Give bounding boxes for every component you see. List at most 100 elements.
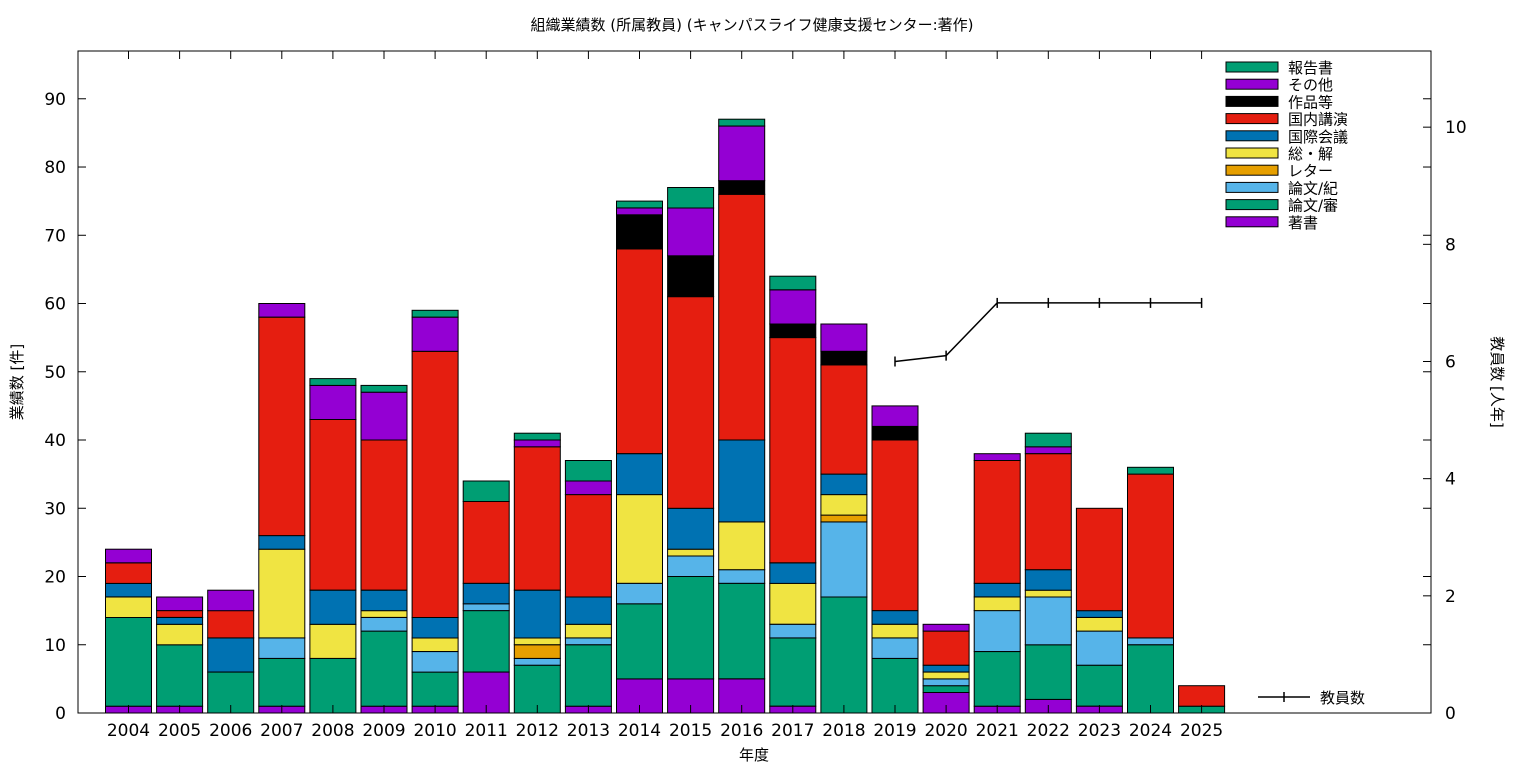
x-tick-label: 2008 — [311, 721, 354, 741]
bar-area — [105, 118, 1226, 714]
bar-2004-series-8 — [105, 548, 152, 564]
bar-2004-series-6 — [105, 562, 152, 584]
bar-2005-series-5 — [156, 617, 204, 625]
bar-2007-series-2 — [258, 637, 306, 659]
line-legend-label: 教員数 — [1320, 689, 1365, 707]
bar-2015-series-1 — [667, 576, 715, 680]
y2-axis: 0 2 4 6 8 10 — [1423, 118, 1467, 724]
bar-2007-series-1 — [258, 657, 306, 707]
y-tick-label: 70 — [44, 226, 66, 246]
legend-label: 報告書 — [1288, 59, 1333, 77]
bar-2013-series-2 — [564, 637, 612, 646]
bar-2025-series-6 — [1178, 685, 1226, 707]
y-tick-label: 50 — [44, 363, 66, 383]
bar-2018-series-4 — [820, 494, 868, 516]
bar-2015-series-5 — [667, 507, 715, 550]
bar-2009-series-1 — [360, 630, 408, 707]
bar-2024-series-1 — [1127, 644, 1174, 714]
bar-2009-series-2 — [360, 617, 408, 632]
bar-2020-series-4 — [922, 671, 970, 680]
bar-2013-series-8 — [564, 480, 612, 496]
x-tick-label: 2018 — [822, 721, 865, 741]
y2-tick-label: 10 — [1445, 118, 1467, 138]
legend-label: 論文/審 — [1288, 197, 1338, 215]
legend-swatch — [1225, 61, 1279, 73]
bar-2009-series-5 — [360, 589, 408, 612]
y-tick-label: 10 — [44, 636, 66, 656]
x-tick-label: 2014 — [618, 721, 661, 741]
bar-2023-series-6 — [1075, 507, 1123, 612]
bar-2008-series-1 — [309, 657, 357, 714]
legend-swatch — [1225, 216, 1279, 228]
bar-2014-series-6 — [616, 248, 663, 455]
x-tick-label: 2016 — [720, 721, 763, 741]
bar-2007-series-6 — [258, 316, 306, 537]
legend-label: その他 — [1288, 76, 1333, 94]
x-tick-label: 2019 — [873, 721, 916, 741]
x-axis-label: 年度 — [739, 746, 769, 764]
bar-2017-series-9 — [769, 275, 817, 291]
bar-2012-series-8 — [513, 439, 561, 448]
bar-2023-series-4 — [1075, 617, 1123, 632]
y2-tick-label: 2 — [1445, 587, 1456, 607]
bar-2014-series-8 — [616, 207, 663, 216]
bar-2024-series-6 — [1127, 473, 1174, 639]
bar-2012-series-3 — [513, 644, 561, 659]
legend-label: レター — [1288, 162, 1333, 180]
line-path — [894, 302, 1202, 363]
bar-2016-series-5 — [718, 439, 766, 523]
y-tick-label: 60 — [44, 295, 66, 315]
chart-title: 組織業績数 (所属教員) (キャンパスライフ健康支援センター:著作) — [530, 16, 973, 34]
bar-2008-series-5 — [309, 589, 357, 625]
y2-axis-label: 教員数 [人年] — [1488, 336, 1506, 427]
bar-2010-series-8 — [411, 316, 459, 352]
y2-tick-label: 4 — [1445, 470, 1456, 490]
legend-swatch — [1225, 147, 1279, 159]
legend-label: 国内講演 — [1288, 111, 1348, 129]
bar-2019-series-4 — [871, 623, 919, 639]
x-tick-label: 2005 — [158, 721, 201, 741]
y-axis-label: 業績数 [件] — [8, 344, 26, 420]
y-tick-label: 30 — [44, 499, 66, 519]
x-tick-label: 2006 — [209, 721, 252, 741]
bar-2016-series-2 — [718, 569, 766, 584]
bar-2008-series-8 — [309, 384, 357, 420]
bar-2007-series-5 — [258, 535, 306, 550]
bar-2011-series-2 — [462, 603, 510, 612]
bar-2018-series-2 — [820, 521, 868, 598]
bar-2020-series-5 — [922, 664, 970, 673]
bar-2017-series-5 — [769, 562, 817, 584]
bar-2015-series-6 — [667, 296, 715, 509]
bar-2014-series-5 — [616, 453, 663, 496]
legend-label: 作品等 — [1288, 93, 1333, 111]
y-tick-label: 0 — [55, 704, 66, 724]
bar-2014-series-7 — [616, 214, 663, 250]
bar-2022-series-5 — [1024, 569, 1072, 591]
bar-2011-series-6 — [462, 500, 510, 584]
bar-2012-series-9 — [513, 432, 561, 441]
bar-2018-series-8 — [820, 323, 868, 352]
bar-2010-series-4 — [411, 637, 459, 653]
x-tick-label: 2021 — [976, 721, 1019, 741]
bar-2012-series-5 — [513, 589, 561, 639]
legend-label: 国際会議 — [1288, 128, 1348, 146]
x-tick-label: 2017 — [771, 721, 814, 741]
y-tick-label: 20 — [44, 568, 66, 588]
bar-2015-series-4 — [667, 548, 715, 557]
legend-label: 総・解 — [1288, 145, 1333, 163]
legend-swatch — [1225, 113, 1279, 125]
bar-2010-series-2 — [411, 651, 459, 673]
bar-2019-series-8 — [871, 405, 919, 427]
bar-2018-series-6 — [820, 364, 868, 475]
bar-2015-series-2 — [667, 555, 715, 577]
bar-2021-series-1 — [973, 651, 1021, 707]
bar-2021-series-2 — [973, 610, 1021, 652]
bar-2013-series-6 — [564, 494, 612, 598]
legend-swatch — [1225, 78, 1279, 90]
bar-2009-series-8 — [360, 391, 408, 441]
x-tick-label: 2009 — [362, 721, 405, 741]
x-tick-label: 2023 — [1078, 721, 1121, 741]
bar-2020-series-8 — [922, 623, 970, 632]
teacher-count-line — [894, 297, 1203, 367]
bar-2018-series-7 — [820, 350, 868, 366]
